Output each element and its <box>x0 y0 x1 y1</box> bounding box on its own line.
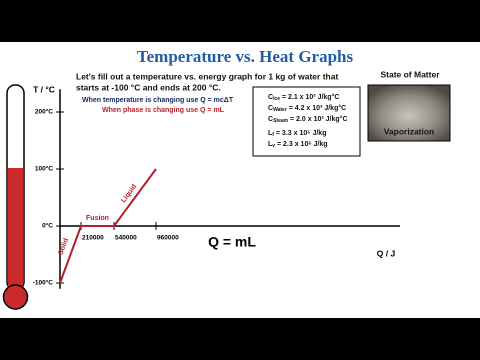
state-image <box>367 84 451 142</box>
constant-symbol: L <box>268 141 273 148</box>
constants-box <box>252 86 361 157</box>
y-tick-label: 200°C <box>35 108 53 116</box>
constant: CSteam = 2.0 x 10³ J/kg°C <box>268 115 348 124</box>
state-caption: Vaporization <box>384 126 435 136</box>
state-heading: State of Matter <box>380 69 440 79</box>
constant-subscript: Steam <box>273 118 289 124</box>
slide-background <box>0 42 480 318</box>
constant: CWater = 4.2 x 10³ J/kg°C <box>268 104 346 113</box>
x-tick-label: 960000 <box>157 235 179 242</box>
constant-symbol: C <box>268 105 273 112</box>
constant: CIce = 2.1 x 10³ J/kg°C <box>268 93 339 102</box>
x-tick-label: 210000 <box>82 235 104 242</box>
constant-subscript: Water <box>273 107 287 113</box>
y-tick-label: -100°C <box>33 279 54 287</box>
constant-subscript: f <box>272 132 274 138</box>
constant-value: = 2.3 x 10⁶ J/kg <box>275 141 327 148</box>
constant-symbol: L <box>268 130 273 137</box>
rule-text: When phase is changing use Q = mL <box>102 107 225 114</box>
thermometer-bulb <box>2 284 29 310</box>
intro-line: starts at -100 °C and ends at 200 °C. <box>76 82 221 92</box>
x-axis-label: Q / J <box>377 248 396 258</box>
plot: T / °C Q / J Q = mL 200°C 100°C 0°C -100°C 2100… <box>33 84 400 289</box>
constant-value: = 4.2 x 10³ J/kg°C <box>287 104 346 112</box>
constant-value: = 3.3 x 10⁵ J/kg <box>274 130 327 137</box>
constant-subscript: Ice <box>273 96 280 102</box>
constant-value: = 2.0 x 10³ J/kg°C <box>288 115 347 123</box>
segment-label: Fusion <box>86 215 109 222</box>
y-tick-label: 100°C <box>35 165 53 173</box>
title: Temperature vs. Heat Graphs <box>137 47 354 66</box>
constant-value: = 2.1 x 10³ J/kg°C <box>280 93 339 101</box>
x-tick-label: 540000 <box>115 235 137 242</box>
y-axis-label: T / °C <box>33 84 55 94</box>
constant-symbol: C <box>268 94 273 101</box>
rule-text: When temperature is changing use Q = mcΔ… <box>82 97 234 104</box>
thermometer-fill <box>8 168 23 293</box>
y-tick-label: 0°C <box>42 222 53 230</box>
constant: Lv = 2.3 x 10⁶ J/kg <box>268 141 328 149</box>
constant-subscript: v <box>272 143 275 149</box>
constant-symbol: C <box>268 116 273 123</box>
constant: Lf = 3.3 x 10⁵ J/kg <box>268 130 326 138</box>
series-line <box>59 168 157 284</box>
annotation: Q = mL <box>208 234 256 250</box>
intro-line: Let's fill out a temperature vs. energy … <box>76 71 338 81</box>
